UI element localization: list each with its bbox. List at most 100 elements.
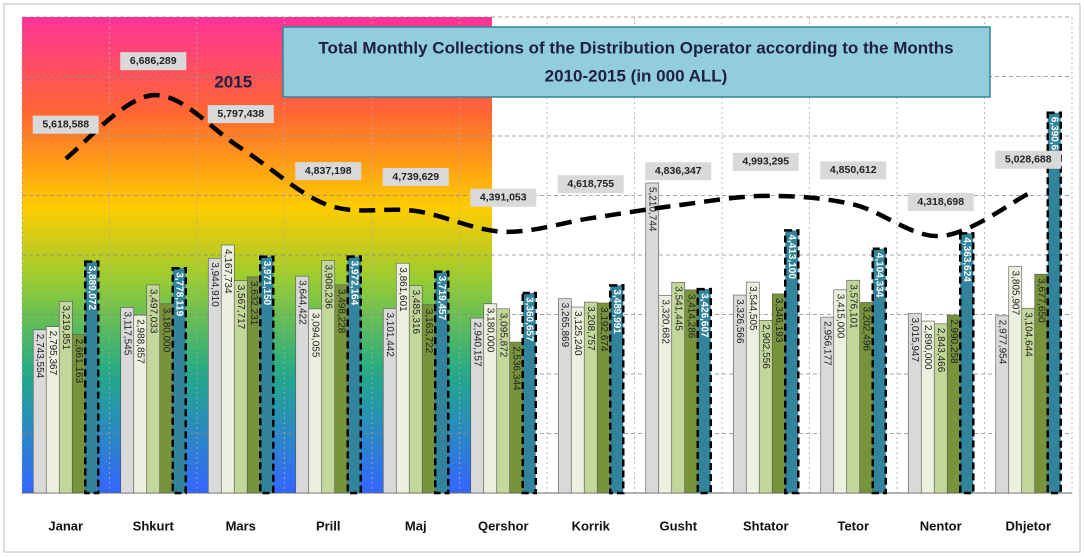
bar-value-label: 3,163,722 xyxy=(423,309,434,354)
bar-value-label: 2,843,466 xyxy=(935,328,946,373)
bar-value-label: 3,861,601 xyxy=(397,267,408,312)
bar-value-label: 3,360,657 xyxy=(524,297,535,342)
bar-value-label: 3,265,869 xyxy=(559,303,570,348)
bar xyxy=(959,232,975,495)
bar-value-label: 2,902,556 xyxy=(760,324,771,369)
bar xyxy=(171,266,187,495)
bar-value-label: 3,576,101 xyxy=(848,284,859,329)
bar xyxy=(696,287,712,495)
bar-value-label: 3,778,119 xyxy=(174,272,185,316)
bar-value-label: 3,567,717 xyxy=(235,285,246,330)
bar-value-label: 2,977,954 xyxy=(997,320,1008,365)
bar-value-label: 3,541,445 xyxy=(673,286,684,331)
bar-value-label: 3,101,442 xyxy=(384,312,395,357)
line-value-label: 4,318,698 xyxy=(917,196,964,208)
bar-value-label: 3,346,193 xyxy=(773,298,784,343)
bar-value-label: 2,990,258 xyxy=(948,319,959,364)
bar-value-label: 3,415,000 xyxy=(835,294,846,339)
bar-value-label: 3,219,851 xyxy=(60,305,71,350)
bar-value-label: 3,125,240 xyxy=(572,311,583,356)
line-label-box xyxy=(907,193,974,212)
bar-value-label: 3,095,872 xyxy=(498,313,509,358)
bar-value-label: 3,944,910 xyxy=(209,262,220,307)
bar-value-label: 3,544,505 xyxy=(747,286,758,331)
bar-value-label: 5,210,744 xyxy=(647,187,658,232)
line-value-label: 4,618,755 xyxy=(567,178,614,190)
bar-value-label: 2,743,554 xyxy=(34,334,45,379)
bar-value-label: 6,390,653 xyxy=(1049,117,1060,162)
bar-value-label: 3,972,164 xyxy=(349,261,360,306)
bar-value-label: 3,489,991 xyxy=(611,289,622,334)
line-label-box xyxy=(732,152,799,171)
bar-value-label: 3,719,457 xyxy=(436,276,447,321)
line-value-label: 4,836,347 xyxy=(655,165,702,177)
bar-value-label: 4,167,734 xyxy=(222,249,233,294)
bar-value-label: 4,363,624 xyxy=(961,237,972,282)
line-value-label: 4,837,198 xyxy=(305,165,352,177)
bar xyxy=(609,284,625,495)
bar-value-label: 2,988,857 xyxy=(135,319,146,364)
line-value-label: 5,797,438 xyxy=(217,108,264,120)
bar-value-label: 2,536,344 xyxy=(511,346,522,391)
line-value-label: 6,686,289 xyxy=(130,55,177,67)
line-label-box xyxy=(470,188,537,207)
line-value-label: 5,618,588 xyxy=(42,118,89,130)
bar-value-label: 3,971,150 xyxy=(261,261,272,306)
annotation: 2015 xyxy=(214,73,252,92)
x-tick-label: Korrik xyxy=(572,518,611,533)
line xyxy=(64,92,1030,239)
bar xyxy=(521,291,537,495)
bar xyxy=(84,260,100,495)
bar-value-label: 3,426,607 xyxy=(699,293,710,338)
bar-value-label: 3,497,033 xyxy=(148,289,159,334)
bar-value-label: 3,644,422 xyxy=(297,280,308,325)
bar-value-label: 3,498,228 xyxy=(336,289,347,334)
x-tick-label: Tetor xyxy=(837,518,869,533)
bar-value-label: 2,661,163 xyxy=(73,339,84,384)
title-box xyxy=(282,26,991,98)
x-tick-label: Dhjetor xyxy=(1006,518,1052,533)
bar xyxy=(784,229,800,495)
line-value-label: 4,993,295 xyxy=(742,156,789,168)
chart-title: Total Monthly Collections of the Distrib… xyxy=(318,38,953,57)
chart-subtitle: 2010-2015 (in 000 ALL) xyxy=(545,66,728,85)
bar-value-label: 4,104,334 xyxy=(874,253,885,298)
line-value-label: 5,028,688 xyxy=(1005,154,1052,166)
bar-value-label: 4,413,100 xyxy=(786,234,797,279)
line-label-box xyxy=(995,150,1062,169)
x-tick-label: Maj xyxy=(405,518,427,533)
bar-value-label: 3,320,682 xyxy=(660,299,671,344)
bar-value-label: 3,805,907 xyxy=(1010,271,1021,316)
bar-value-label: 3,632,231 xyxy=(248,281,259,326)
bar-value-label: 3,414,286 xyxy=(686,294,697,339)
bar-value-label: 3,908,236 xyxy=(323,264,334,309)
bar xyxy=(434,270,450,495)
bar-value-label: 3,094,055 xyxy=(310,313,321,358)
bar-value-label: 3,889,072 xyxy=(86,266,97,311)
bar xyxy=(259,255,275,495)
bar-value-label: 3,208,757 xyxy=(585,306,596,351)
bar xyxy=(871,247,887,495)
line-label-box xyxy=(382,167,449,186)
line-label-box xyxy=(32,115,99,134)
line-value-label: 4,391,053 xyxy=(480,192,527,204)
bar-value-label: 3,180,000 xyxy=(161,308,172,353)
line-label-box xyxy=(295,162,362,181)
bar-value-label: 3,202,496 xyxy=(861,306,872,351)
x-tick-label: Janar xyxy=(48,518,83,533)
bar xyxy=(346,255,362,495)
bar-value-label: 3,485,316 xyxy=(410,290,421,335)
bar-value-label: 2,940,157 xyxy=(472,322,483,367)
line-label-box xyxy=(120,52,187,71)
line-value-label: 4,739,629 xyxy=(392,171,439,183)
bar-value-label: 3,677,650 xyxy=(1036,278,1047,323)
x-tick-label: Nentor xyxy=(920,518,962,533)
line-label-box xyxy=(820,161,887,180)
bar-value-label: 3,180,000 xyxy=(485,308,496,353)
x-tick-label: Shkurt xyxy=(133,518,175,533)
x-tick-label: Prill xyxy=(316,518,341,533)
line-label-box xyxy=(207,105,274,124)
bar-value-label: 2,890,000 xyxy=(922,325,933,370)
bar-value-label: 3,015,947 xyxy=(909,318,920,363)
